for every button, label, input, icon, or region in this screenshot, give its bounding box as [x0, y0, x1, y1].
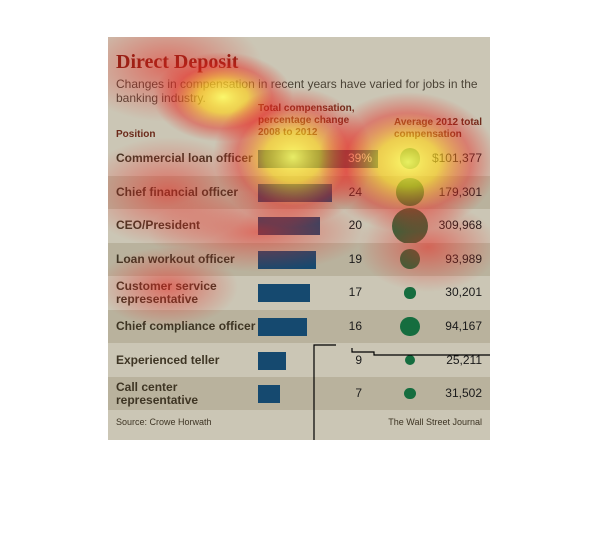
- change-bar: [258, 318, 307, 336]
- table-row: Call center representative 7 31,502: [108, 377, 490, 411]
- change-value: 17: [348, 285, 362, 300]
- position-label: Chief financial officer: [116, 184, 239, 199]
- average-column-header: Average 2012 total compensation: [394, 117, 483, 140]
- compensation-dot: [392, 207, 428, 244]
- chart-panel: Direct Deposit Changes in compensation i…: [108, 37, 490, 440]
- table-row: Chief financial officer 24 179,301: [108, 175, 490, 209]
- position-label: Commercial loan officer: [116, 151, 253, 165]
- compensation-dot: [404, 387, 416, 400]
- change-value: 24: [348, 184, 362, 199]
- change-value: 39%: [347, 151, 372, 165]
- change-value: 16: [348, 319, 362, 333]
- table-row: Customer service representative 17 30,201: [108, 276, 490, 309]
- change-bar: [258, 183, 332, 202]
- average-value: 31,502: [445, 386, 482, 401]
- compensation-dot: [400, 249, 420, 270]
- position-label: CEO/President: [116, 218, 201, 233]
- average-value: 93,989: [445, 251, 482, 266]
- table-row: Chief compliance officer 16 94,167: [108, 310, 490, 343]
- chart-subtitle: Changes in compensation in recent years …: [116, 77, 478, 105]
- average-value: 25,211: [446, 352, 482, 367]
- change-bar: [258, 385, 280, 404]
- change-value: 20: [348, 218, 362, 233]
- position-column-header: Position: [116, 129, 156, 140]
- average-value: 179,301: [438, 184, 482, 199]
- table-row: Experienced teller 9 25,211: [108, 344, 490, 377]
- position-label: Customer service representative: [116, 278, 217, 306]
- table-row: Commercial loan officer 39% $101,377: [108, 142, 490, 175]
- position-label: Chief compliance officer: [116, 319, 256, 333]
- compensation-dot: [400, 316, 420, 337]
- change-bar: [258, 351, 286, 370]
- average-value: 30,201: [445, 285, 482, 300]
- position-label: Loan workout officer: [116, 251, 235, 266]
- position-label: Call center representative: [116, 379, 199, 407]
- change-value: 9: [355, 352, 362, 367]
- source-note: Source: Crowe Horwath: [116, 417, 212, 427]
- chart-title: Direct Deposit: [116, 51, 239, 73]
- change-bar: [258, 250, 316, 269]
- table-row: CEO/President 20 309,968: [108, 207, 490, 244]
- compensation-dot: [396, 178, 424, 206]
- average-value: $101,377: [431, 151, 482, 165]
- change-value: 7: [355, 386, 362, 401]
- table-row: Loan workout officer 19 93,989: [108, 242, 490, 276]
- change-column-header: Total compensation, percentage change 20…: [258, 103, 355, 138]
- compensation-dot: [404, 287, 416, 299]
- publisher-credit: The Wall Street Journal: [388, 417, 482, 427]
- position-label: Experienced teller: [116, 352, 220, 367]
- average-value: 309,968: [438, 218, 482, 233]
- compensation-dot: [399, 148, 421, 169]
- compensation-dot: [404, 354, 416, 366]
- average-value: 94,167: [445, 319, 482, 333]
- change-bar: [258, 284, 310, 303]
- change-bar: [258, 217, 320, 236]
- change-value: 19: [348, 251, 362, 266]
